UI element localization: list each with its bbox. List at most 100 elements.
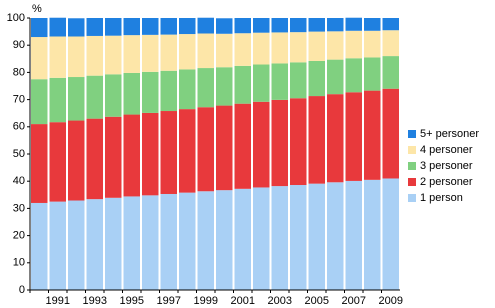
bar-segment [253, 101, 270, 188]
bar-segment [364, 179, 381, 290]
bar-segment [345, 180, 362, 290]
y-tick-label: 80 [13, 66, 25, 78]
x-tick-label: 2007 [342, 295, 366, 307]
bar-segment [142, 71, 159, 113]
bar-segment [31, 37, 48, 80]
bar-segment [290, 185, 307, 290]
bar-segment [68, 18, 85, 37]
bar-segment [327, 59, 344, 95]
bar-segment [179, 18, 196, 35]
y-tick-label: 30 [13, 202, 25, 214]
x-tick-label: 1995 [120, 295, 144, 307]
y-tick-label: 50 [13, 148, 25, 160]
bar-segment [86, 18, 103, 36]
bar-segment [271, 18, 288, 33]
bar-segment [271, 32, 288, 64]
bar-segment [197, 33, 214, 69]
bar-segment [68, 36, 85, 78]
legend-label: 2 personer [420, 176, 473, 188]
bar-segment [345, 58, 362, 93]
bar-segment [49, 36, 66, 78]
bar-segment [197, 68, 214, 108]
bar-segment [364, 90, 381, 180]
bar-segment [308, 183, 325, 290]
bar-segment [308, 31, 325, 61]
bar-segment [123, 196, 140, 290]
bar-segment [382, 18, 399, 31]
bar-segment [308, 18, 325, 32]
bar-segment [271, 99, 288, 187]
bar-segment [345, 17, 362, 31]
bar-segment [290, 62, 307, 99]
bar-segment [160, 193, 177, 290]
bar-segment [49, 201, 66, 290]
bar-segment [327, 94, 344, 183]
bar-segment [68, 77, 85, 121]
legend-label: 1 person [420, 192, 463, 204]
bar-segment [142, 18, 159, 35]
bar-segment [31, 202, 48, 290]
bar-segment [123, 35, 140, 73]
bar-segment [68, 120, 85, 201]
bar-segment [216, 18, 233, 34]
x-tick-label: 2005 [305, 295, 329, 307]
bar-segment [68, 200, 85, 290]
y-tick-label: 70 [13, 94, 25, 106]
bar-segment [345, 30, 362, 59]
bar-segment [216, 105, 233, 191]
bar-segment [234, 188, 251, 290]
bar-segment [216, 67, 233, 106]
bar-segment [382, 56, 399, 89]
bar-segment [31, 79, 48, 125]
bar-segment [179, 69, 196, 110]
bar-segment [216, 33, 233, 68]
bar-segment [364, 18, 381, 31]
bar-segment [179, 109, 196, 193]
bar-segment [290, 18, 307, 33]
bar-segment [197, 191, 214, 290]
y-tick-label: 90 [13, 39, 25, 51]
bar-segment [234, 18, 251, 34]
bar-segment [86, 75, 103, 119]
legend-swatch [408, 162, 416, 170]
legend-label: 5+ personer [420, 128, 479, 140]
x-tick-label: 1997 [157, 295, 181, 307]
bar-segment [49, 122, 66, 202]
bar-segment [308, 60, 325, 97]
bar-segment [364, 30, 381, 58]
bar-segment [142, 195, 159, 290]
bar-segment [179, 192, 196, 290]
bar-segment [105, 197, 122, 290]
bar-segment [142, 112, 159, 196]
bar-segment [271, 63, 288, 100]
bar-segment [105, 18, 122, 36]
bar-segment [123, 114, 140, 197]
bar-segment [382, 178, 399, 290]
x-tick-label: 2003 [268, 295, 292, 307]
bar-segment [253, 18, 270, 33]
bar-segment [290, 32, 307, 63]
legend-label: 4 personer [420, 144, 473, 156]
bar-segment [123, 72, 140, 115]
bar-segment [290, 98, 307, 186]
bar-segment [382, 88, 399, 179]
bar-segment [105, 35, 122, 75]
legend-swatch [408, 194, 416, 202]
bar-segment [234, 33, 251, 66]
bar-segment [142, 34, 159, 72]
bar-segment [49, 77, 66, 123]
x-tick-label: 1993 [83, 295, 107, 307]
x-tick-label: 1999 [194, 295, 218, 307]
x-tick-label: 2001 [231, 295, 255, 307]
legend-swatch [408, 146, 416, 154]
bar-segment [216, 190, 233, 290]
bar-segment [364, 57, 381, 91]
y-tick-label: 10 [13, 257, 25, 269]
bar-segment [123, 18, 140, 36]
y-tick-label: 100 [7, 12, 25, 24]
bar-segment [105, 116, 122, 198]
bar-segment [308, 96, 325, 184]
bar-segment [160, 70, 177, 112]
bar-segment [31, 124, 48, 203]
